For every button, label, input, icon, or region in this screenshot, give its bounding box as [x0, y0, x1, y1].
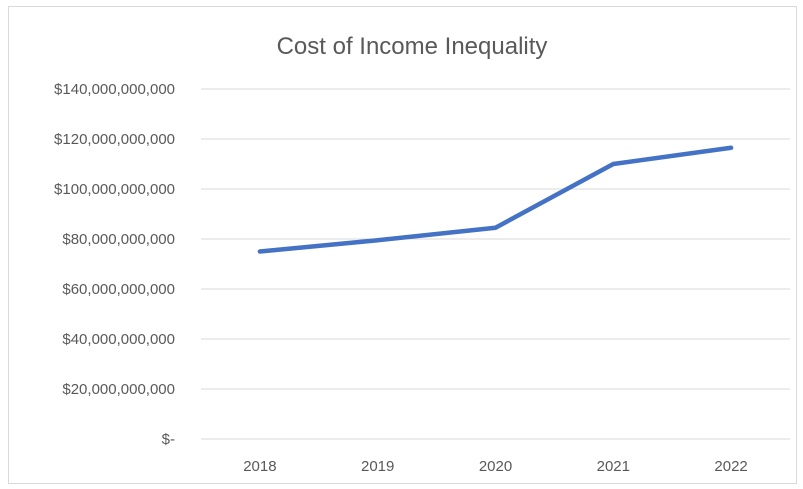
- y-axis-tick-labels: $- $20,000,000,000 $40,000,000,000 $60,000,…: [54, 81, 175, 448]
- gridlines: [201, 88, 790, 440]
- y-tick-label: $20,000,000,000: [62, 381, 175, 398]
- series-layer: [257, 145, 734, 254]
- y-tick-label: $40,000,000,000: [62, 331, 175, 348]
- y-tick-label: $60,000,000,000: [62, 281, 175, 298]
- x-tick-label: 2022: [714, 458, 747, 475]
- chart-frame: [8, 6, 797, 484]
- y-tick-label: $80,000,000,000: [62, 231, 175, 248]
- x-axis-tick-labels: 2018 2019 2020 2021 2022: [243, 458, 748, 475]
- y-tick-label: $100,000,000,000: [54, 181, 175, 198]
- x-tick-label: 2020: [479, 458, 512, 475]
- x-tick-label: 2019: [361, 458, 394, 475]
- chart-title: Cost of Income Inequality: [277, 33, 548, 60]
- x-tick-label: 2018: [243, 458, 276, 475]
- x-tick-label: 2021: [597, 458, 630, 475]
- y-tick-label: $140,000,000,000: [54, 81, 175, 98]
- series-line: [257, 145, 734, 254]
- y-tick-label: $-: [162, 431, 175, 448]
- y-tick-label: $120,000,000,000: [54, 131, 175, 148]
